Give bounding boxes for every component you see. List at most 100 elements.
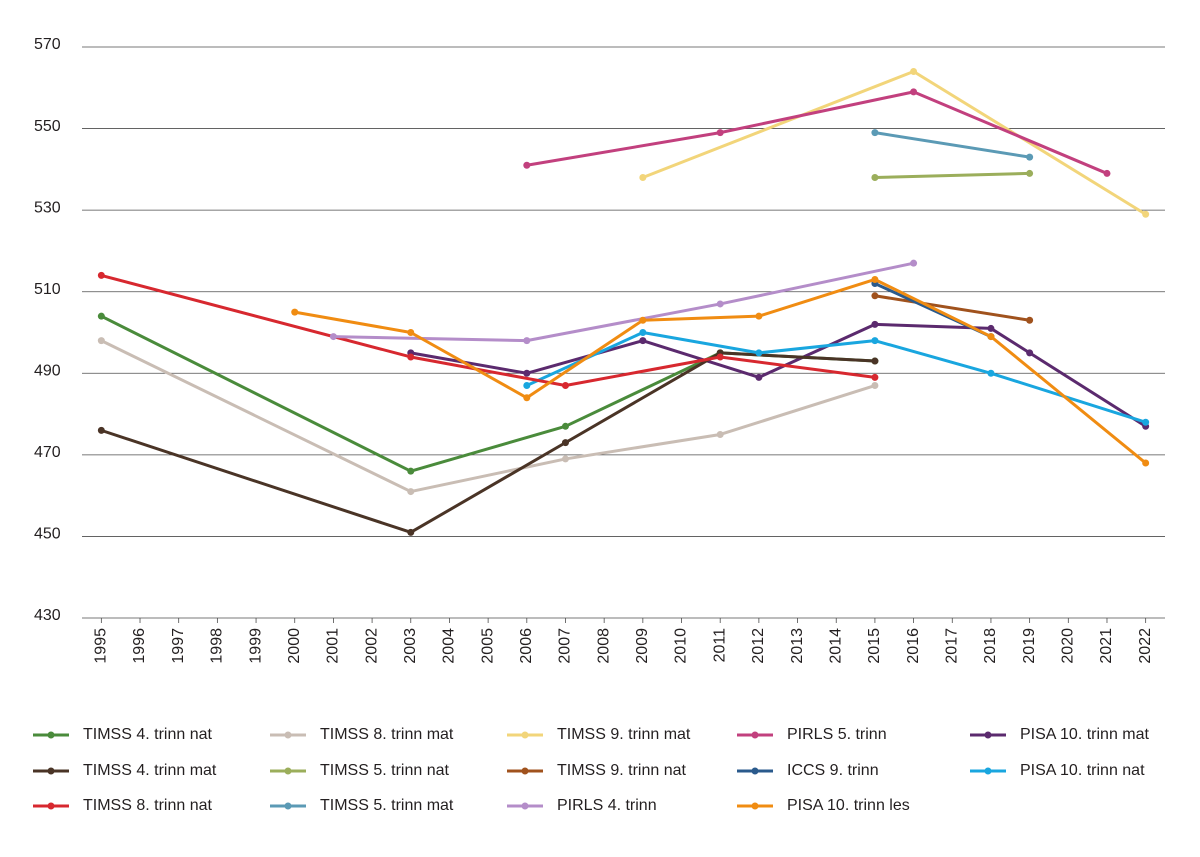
point	[871, 275, 879, 283]
x-tick-label: 2003	[402, 628, 419, 664]
x-tick-label: 2011	[711, 628, 728, 663]
legend-marker	[47, 731, 55, 739]
point	[1026, 169, 1034, 177]
point	[871, 382, 879, 390]
x-tick-label: 2008	[595, 628, 612, 664]
point	[871, 320, 879, 328]
point	[291, 308, 299, 316]
point	[97, 271, 105, 279]
point	[639, 316, 647, 324]
x-tick-label: 2014	[827, 628, 844, 664]
legend-marker	[521, 802, 529, 810]
x-tick-label: 2009	[634, 628, 651, 664]
legend-label: TIMSS 8. trinn mat	[320, 726, 454, 743]
series-line	[874, 131, 1030, 159]
point	[407, 528, 415, 536]
legend-marker	[521, 767, 529, 775]
point	[329, 333, 337, 341]
point	[987, 324, 995, 332]
point	[523, 161, 531, 169]
legend-label: TIMSS 9. trinn nat	[557, 762, 686, 779]
x-tick-label: 2020	[1060, 628, 1077, 664]
y-tick-label: 490	[34, 363, 61, 380]
x-tick-label: 2019	[1021, 628, 1038, 664]
x-tick-label: 2016	[905, 628, 922, 664]
point	[871, 373, 879, 381]
x-tick-label: 2022	[1137, 628, 1154, 664]
legend-marker	[47, 767, 55, 775]
point	[407, 329, 415, 336]
x-tick-label: 1999	[247, 628, 264, 664]
point	[716, 129, 724, 137]
point	[716, 300, 724, 308]
point	[97, 426, 105, 434]
legend-marker	[751, 767, 759, 775]
legend-label: TIMSS 4. trinn nat	[83, 726, 212, 743]
legend-label: PISA 10. trinn mat	[1020, 726, 1150, 743]
x-tick-label: 1996	[131, 628, 148, 664]
x-tick-label: 1998	[209, 628, 226, 664]
x-tick-label: 1995	[93, 628, 110, 664]
point	[716, 430, 724, 438]
point	[987, 369, 995, 377]
legend-label: TIMSS 8. trinn nat	[83, 797, 212, 814]
series-line	[333, 261, 914, 343]
legend-marker	[521, 731, 529, 739]
point	[910, 259, 918, 267]
point	[755, 373, 763, 381]
x-tick-label: 2000	[286, 628, 303, 664]
point	[639, 337, 647, 345]
series-line	[294, 277, 1147, 465]
x-tick-label: 2018	[982, 628, 999, 664]
x-tick-label: 2004	[441, 628, 458, 664]
point	[97, 312, 105, 320]
series-line	[526, 331, 1147, 424]
point	[407, 488, 415, 496]
legend-marker	[47, 802, 55, 810]
point	[1026, 349, 1034, 357]
point	[871, 337, 879, 345]
series-line	[642, 69, 1147, 216]
point	[716, 353, 724, 361]
point	[871, 129, 879, 137]
point	[910, 88, 918, 96]
x-tick-label: 2006	[518, 628, 535, 664]
y-tick-label: 550	[34, 118, 61, 135]
y-tick-label: 530	[34, 199, 61, 216]
x-tick-label: 1997	[170, 628, 187, 664]
point	[1142, 418, 1150, 426]
point	[871, 292, 879, 300]
legend-label: TIMSS 9. trinn mat	[557, 726, 691, 743]
legend-label: TIMSS 4. trinn mat	[83, 762, 217, 779]
x-tick-label: 2005	[479, 628, 496, 664]
legend-label: TIMSS 5. trinn mat	[320, 797, 454, 814]
point	[910, 67, 918, 75]
y-tick-label: 450	[34, 526, 61, 543]
series-line	[410, 322, 1147, 428]
x-tick-label: 2010	[673, 628, 690, 664]
legend-label: PISA 10. trinn les	[787, 797, 910, 814]
x-tick-label: 2017	[943, 628, 960, 664]
series-line	[874, 171, 1030, 180]
x-tick-label: 2012	[750, 628, 767, 664]
point	[871, 357, 879, 365]
point	[523, 337, 531, 345]
y-tick-label: 510	[34, 281, 61, 298]
legend-label: PISA 10. trinn nat	[1020, 762, 1145, 779]
point	[561, 382, 569, 390]
point	[871, 174, 879, 182]
point	[639, 174, 647, 182]
legend-marker	[284, 802, 292, 810]
x-tick-label: 2021	[1098, 628, 1115, 664]
point	[523, 382, 531, 390]
point	[1142, 459, 1150, 467]
point	[1026, 316, 1034, 324]
series-line	[874, 294, 1030, 322]
point	[561, 455, 569, 463]
legend-marker	[751, 802, 759, 810]
legend-marker	[284, 767, 292, 775]
legend-marker	[284, 731, 292, 739]
point	[561, 439, 569, 447]
point	[97, 337, 105, 345]
